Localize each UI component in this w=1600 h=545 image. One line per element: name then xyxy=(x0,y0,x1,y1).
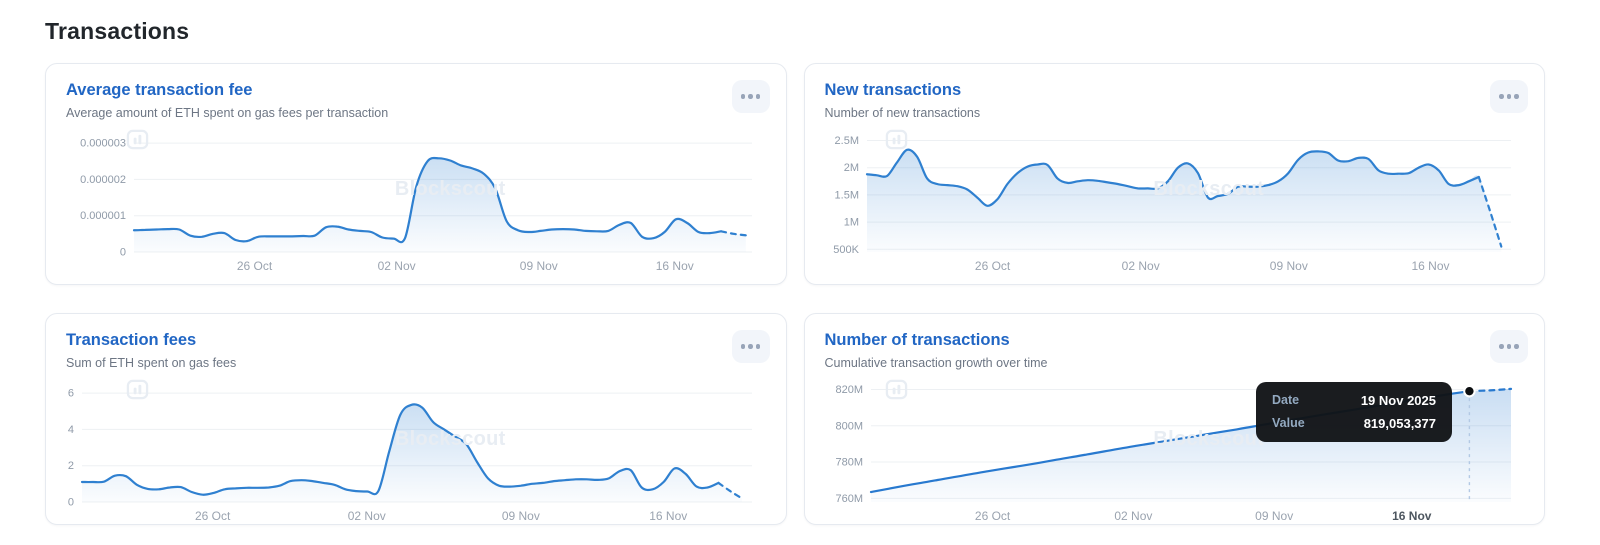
card-subtitle: Cumulative transaction growth over time xyxy=(824,355,1048,370)
svg-text:2M: 2M xyxy=(843,162,858,174)
card-menu-button[interactable] xyxy=(1490,80,1528,113)
svg-text:09 Nov: 09 Nov xyxy=(502,509,540,523)
charts-grid: Average transaction fee Average amount o… xyxy=(45,63,1545,525)
svg-text:16 Nov: 16 Nov xyxy=(1392,509,1432,523)
card-average-transaction-fee: Average transaction fee Average amount o… xyxy=(45,63,787,285)
card-title: Number of transactions xyxy=(824,331,1010,349)
chart-canvas-transaction-fees[interactable]: 0 2 4 6 26 Oct 02 Nov 09 Nov 16 Nov Blockscout xyxy=(66,378,766,526)
svg-text:02 Nov: 02 Nov xyxy=(348,509,386,523)
tooltip-date-value: 19 Nov 2025 xyxy=(1360,392,1436,408)
card-subtitle: Average amount of ETH spent on gas fees … xyxy=(66,105,389,120)
card-menu-button[interactable] xyxy=(731,330,770,363)
ellipsis-icon xyxy=(740,344,761,349)
card-transaction-fees: Transaction fees Sum of ETH spent on gas… xyxy=(45,313,787,525)
tooltip-value-value: 819,053,377 xyxy=(1363,415,1436,431)
chart-tooltip: Date 19 Nov 2025 Value 819,053,377 xyxy=(1256,381,1452,442)
svg-text:820M: 820M xyxy=(835,384,863,396)
card-menu-button[interactable] xyxy=(731,80,770,113)
svg-text:500K: 500K xyxy=(833,243,859,255)
svg-text:6: 6 xyxy=(68,387,74,399)
svg-text:800M: 800M xyxy=(835,420,863,432)
card-subtitle: Sum of ETH spent on gas fees xyxy=(66,355,237,370)
svg-text:26 Oct: 26 Oct xyxy=(974,509,1010,523)
svg-text:02 Nov: 02 Nov xyxy=(378,259,416,273)
svg-text:02 Nov: 02 Nov xyxy=(1114,509,1152,523)
card-title: Transaction fees xyxy=(66,331,197,349)
card-new-transactions: New transactions Number of new transacti… xyxy=(803,63,1545,285)
svg-text:2.5M: 2.5M xyxy=(834,135,858,147)
svg-text:760M: 760M xyxy=(835,492,863,504)
page-title: Transactions xyxy=(45,18,190,44)
svg-text:09 Nov: 09 Nov xyxy=(1269,259,1307,273)
chart-canvas-average-transaction-fee[interactable]: 0 0.000001 0.000002 0.000003 26 Oct 02 Nov 09 … xyxy=(66,128,766,276)
svg-text:16 Nov: 16 Nov xyxy=(1411,259,1449,273)
chart-canvas-new-transactions[interactable]: 500K 1M 1.5M 2M 2.5M 26 Oct 02 Nov 09 Nov 16 Nov… xyxy=(825,128,1525,276)
svg-text:1M: 1M xyxy=(843,216,858,228)
tooltip-value-label: Value xyxy=(1272,415,1305,430)
svg-text:26 Oct: 26 Oct xyxy=(974,259,1010,273)
card-number-of-transactions: Number of transactions Cumulative transa… xyxy=(803,313,1545,526)
svg-text:0.000001: 0.000001 xyxy=(80,210,126,222)
svg-text:0: 0 xyxy=(68,496,74,508)
svg-text:780M: 780M xyxy=(835,456,863,468)
card-subtitle: Number of new transactions xyxy=(824,105,981,120)
chart-canvas-number-of-transactions[interactable]: 760M 780M 800M 820M 26 Oct 02 Nov 09 Nov 16 Nov… xyxy=(825,378,1525,526)
ellipsis-icon xyxy=(1499,94,1519,99)
card-title: Average transaction fee xyxy=(66,81,253,99)
tooltip-date-label: Date xyxy=(1272,392,1300,407)
card-title: New transactions xyxy=(824,81,962,99)
card-menu-button[interactable] xyxy=(1490,330,1528,363)
svg-text:2: 2 xyxy=(68,460,74,472)
svg-text:16 Nov: 16 Nov xyxy=(656,259,694,273)
svg-text:26 Oct: 26 Oct xyxy=(195,509,231,523)
svg-text:0: 0 xyxy=(120,246,126,258)
svg-text:09 Nov: 09 Nov xyxy=(1255,509,1293,523)
svg-text:09 Nov: 09 Nov xyxy=(520,259,558,273)
svg-text:16 Nov: 16 Nov xyxy=(649,509,687,523)
svg-text:0.000003: 0.000003 xyxy=(80,137,126,149)
svg-text:1.5M: 1.5M xyxy=(834,189,858,201)
svg-text:4: 4 xyxy=(68,424,74,436)
svg-text:0.000002: 0.000002 xyxy=(80,174,126,186)
ellipsis-icon xyxy=(740,94,761,99)
svg-text:26 Oct: 26 Oct xyxy=(237,259,273,273)
ellipsis-icon xyxy=(1499,344,1519,349)
svg-text:02 Nov: 02 Nov xyxy=(1121,259,1159,273)
